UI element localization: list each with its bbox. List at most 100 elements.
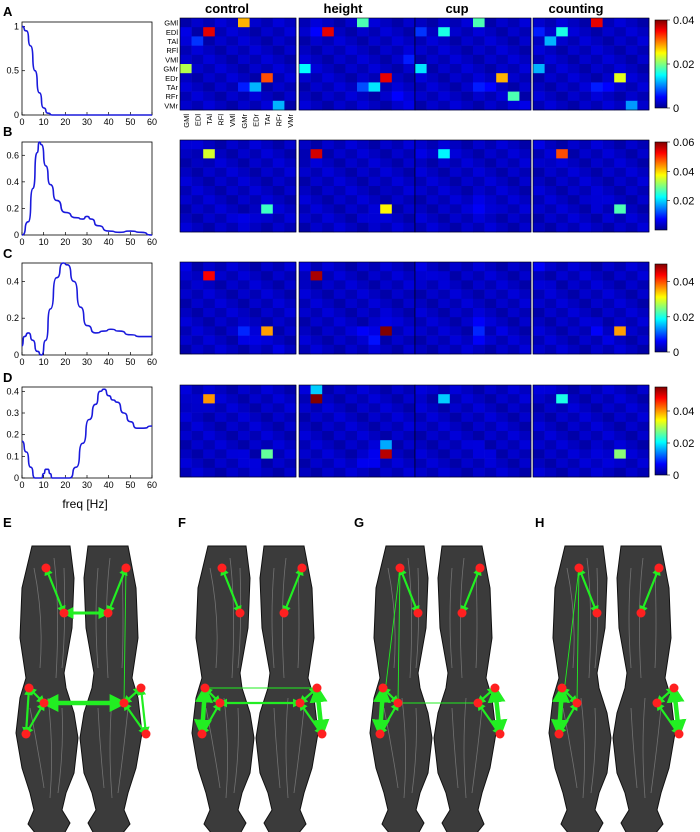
heatmap-cell (333, 280, 346, 290)
heatmap-cell (579, 335, 592, 346)
heatmap-cell (345, 222, 358, 233)
heatmap-cell (614, 308, 627, 318)
heatmap-cell (357, 149, 369, 159)
heatmap-cell (415, 73, 427, 83)
heatmap-cell (461, 385, 474, 395)
heatmap-cell (579, 289, 592, 300)
heatmap-cell (415, 421, 427, 432)
heatmap-cell (625, 91, 638, 102)
heatmap-cell (403, 140, 416, 150)
heatmap-cell (473, 195, 485, 205)
heatmap-cell (415, 449, 427, 459)
heatmap-cell (567, 262, 580, 272)
heatmap-cell (368, 335, 381, 346)
heatmap-cell (180, 440, 192, 450)
heatmap-cell (261, 458, 274, 469)
heatmap-cell (191, 186, 204, 196)
heatmap-cell (426, 186, 439, 196)
heatmap-cell (403, 271, 416, 281)
heatmap-cell (579, 64, 592, 74)
heatmap-cell (226, 73, 239, 83)
heatmap-cell (284, 158, 297, 168)
heatmap-cell (249, 73, 262, 83)
heatmap-cell (191, 36, 204, 46)
heatmap-cell (180, 449, 192, 459)
heatmap-cell (226, 394, 239, 404)
heatmap-cell (473, 449, 485, 459)
heatmap-cell (333, 394, 346, 404)
heatmap-cell (261, 176, 274, 187)
heatmap-cell (591, 73, 603, 83)
heatmap-cell (357, 344, 369, 355)
muscle-row-label: VMl (165, 55, 178, 64)
heatmap-cell (496, 394, 509, 404)
heatmap-cell (415, 458, 427, 469)
heatmap-cell (284, 213, 297, 224)
heatmap-cell (380, 308, 393, 318)
heatmap-cell (579, 317, 592, 327)
heatmap-cell (284, 73, 297, 83)
heatmap-cell (614, 45, 627, 56)
heatmap-cell (591, 440, 603, 450)
heatmap-cell (191, 467, 204, 478)
heatmap-frame (179, 17, 297, 111)
heatmap-cell (368, 204, 381, 214)
heatmap-cell (226, 385, 239, 395)
heatmap-cell (345, 271, 358, 281)
heatmap-cell (226, 308, 239, 318)
heatmap-cell (625, 385, 638, 395)
heatmap-cell (203, 195, 216, 205)
heatmap-cell (299, 36, 311, 46)
heatmap-cell (226, 149, 239, 159)
heatmap-cell (461, 82, 474, 92)
heatmap-cell (272, 73, 285, 83)
heatmap-cell (284, 64, 297, 74)
heatmap-cell (415, 326, 427, 336)
heatmap-cell (322, 467, 335, 478)
heatmap-cell (449, 64, 462, 74)
heatmap-cell (602, 195, 615, 205)
heatmap-cell (299, 326, 311, 336)
heatmap-cell (438, 344, 451, 355)
heatmap-cell (191, 412, 204, 423)
heatmap-cell (203, 82, 216, 92)
muscle-row-label: EDr (165, 74, 178, 83)
heatmap-cell (299, 262, 311, 272)
heatmap-cell (368, 45, 381, 56)
heatmap-cell (357, 280, 369, 290)
heatmap-cell (203, 440, 216, 450)
heatmap-cell (602, 64, 615, 74)
heatmap-cell (426, 73, 439, 83)
heatmap-cell (602, 421, 615, 432)
heatmap-cell (299, 458, 311, 469)
heatmap-cell (180, 100, 192, 111)
heatmap-cell (567, 431, 580, 441)
heatmap-cell (637, 412, 650, 423)
heatmap-cell (426, 449, 439, 459)
heatmap-cell (496, 280, 509, 290)
x-tick-label: 0 (19, 480, 24, 490)
heatmap-cell (496, 317, 509, 327)
heatmap-cell (403, 344, 416, 355)
heatmap-cell (238, 45, 250, 56)
heatmap-cell (238, 394, 250, 404)
heatmap-cell (214, 335, 227, 346)
heatmap-cell (333, 262, 346, 272)
heatmap-cell (322, 271, 335, 281)
heatmap-cell (496, 176, 509, 187)
heatmap-cell (533, 82, 545, 92)
heatmap-cell (380, 467, 393, 478)
heatmap-cell (333, 431, 346, 441)
heatmap-cell (214, 326, 227, 336)
heatmap-cell (556, 186, 569, 196)
heatmap-cell (191, 82, 204, 92)
heatmap-cell (544, 213, 557, 224)
heatmap-cell (249, 467, 262, 478)
heatmap-cell (602, 176, 615, 187)
heatmap-cell (214, 18, 227, 28)
heatmap-cell (591, 298, 603, 309)
heatmap-cell (533, 403, 545, 413)
heatmap-cell (415, 64, 427, 74)
heatmap-cell (391, 64, 404, 74)
